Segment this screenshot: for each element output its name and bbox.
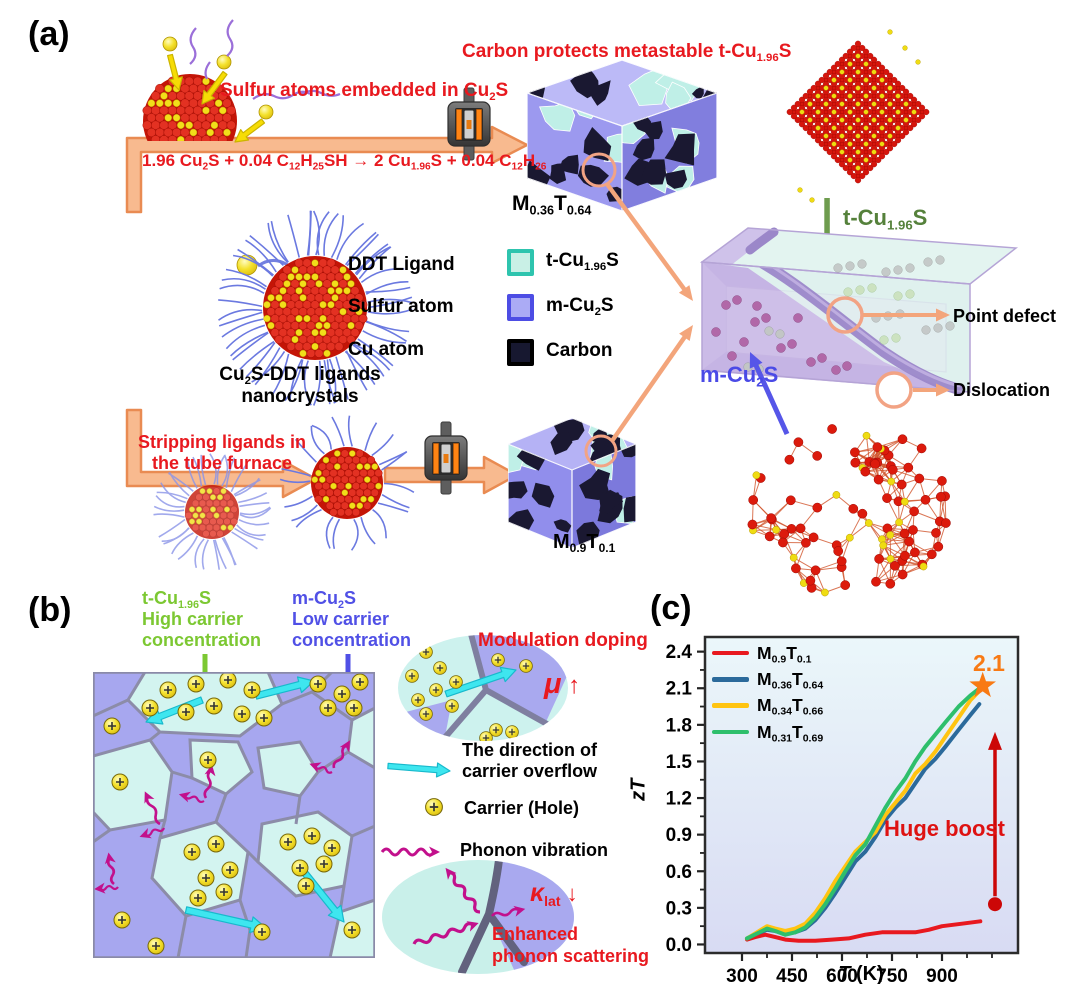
tube-furnace-icon (447, 87, 491, 161)
tcu-pointer-label: t-Cu1.96S (843, 205, 928, 233)
modulation-doping-label: Modulation doping (478, 630, 648, 651)
x-axis-symbol: T (838, 963, 851, 985)
zoom-circle-cube2 (584, 434, 618, 468)
mcu-amorphous-structure (747, 424, 951, 597)
svg-text:300: 300 (726, 966, 758, 987)
chart-legend-row: M0.36T0.64 (712, 666, 823, 692)
chart-legend-row: M0.9T0.1 (712, 640, 823, 666)
mu-up-arrow: ↑ (568, 672, 581, 699)
carrier-overflow-label: The direction of carrier overflow (462, 740, 598, 781)
svg-text:0.3: 0.3 (666, 898, 692, 919)
ddt-ligand-squiggle (252, 90, 311, 100)
mu-annotation: μ ↑ (544, 667, 580, 701)
series-label: M0.9T0.1 (757, 642, 812, 666)
panel-a-label: (a) (28, 15, 70, 53)
partially-stripped-nanocrystal (153, 453, 272, 570)
tcu-crystal-lattice (786, 29, 930, 203)
legend-line-swatch (712, 729, 749, 735)
chart-legend-row: M0.31T0.69 (712, 719, 823, 745)
svg-text:0.6: 0.6 (666, 862, 692, 883)
ddt-ligand-squiggle (204, 61, 211, 80)
huge-boost-label: Huge boost (884, 816, 1005, 841)
svg-text:450: 450 (776, 966, 808, 987)
dislocation-circle (875, 371, 913, 409)
svg-text:750: 750 (876, 966, 908, 987)
svg-text:2.4: 2.4 (666, 642, 693, 663)
svg-text:2.1: 2.1 (666, 679, 693, 700)
carbon-annotation: Carbon protects metastable t-Cu1.96S (462, 41, 792, 64)
y-axis-symbol: zT (627, 778, 650, 801)
process-arrow-top (125, 125, 529, 214)
tube-furnace-icon (424, 421, 468, 495)
enhanced-scattering-label: Enhanced phonon scattering (492, 924, 649, 966)
legend-carbon-label: Carbon (546, 340, 613, 361)
dislocation-label: Dislocation (953, 380, 1051, 400)
legend-sulfur-label: Sulfur atom (348, 296, 454, 317)
svg-text:1.2: 1.2 (666, 789, 692, 810)
legend-cu-label: Cu atom (348, 339, 424, 360)
svg-text:600: 600 (826, 966, 858, 987)
peak-value-label: 2.1 (973, 650, 1005, 676)
cu2s-ddt-nanocrystal (218, 210, 413, 406)
zt-chart: 300 450 600 750 900 0.0 0.3 0.6 0.9 1.2 1.5 1.8 2.1 2… (666, 635, 1020, 987)
panel-b-label: (b) (28, 591, 72, 629)
reaction-equation: 1.96 Cu2S + 0.04 C12H25SH → 2 Cu1.96S + … (142, 151, 547, 173)
point-defect-circle (826, 296, 864, 334)
chart-legend-row: M0.34T0.66 (712, 693, 823, 719)
phonon-vibration-label: Phonon vibration (460, 840, 608, 860)
mcu-low-carrier-note: m-Cu2S Low carrier concentration (292, 588, 412, 650)
cube2-label: M0.9T0.1 (553, 531, 616, 556)
ddt-ligand-squiggle (226, 19, 234, 57)
stripped-nanocrystal (279, 415, 415, 551)
phase-swatch-1 (507, 294, 534, 321)
y-axis-title: zT (627, 779, 651, 801)
series-label: M0.36T0.64 (757, 668, 824, 692)
panel-c-label: (c) (650, 589, 692, 627)
svg-text:0.0: 0.0 (666, 935, 692, 956)
svg-text:900: 900 (926, 966, 958, 987)
point-defect-label: Point defect (953, 306, 1057, 326)
carrier-hole-label: Carrier (Hole) (464, 798, 580, 818)
grain-schematic (93, 672, 375, 958)
sulfur-annotation: Sulfur atoms embedded in Cu2S (220, 80, 509, 103)
svg-text:1.5: 1.5 (666, 752, 693, 773)
phase-swatch-0 (507, 249, 534, 276)
x-axis-unit: (K) (856, 963, 884, 985)
svg-text:1.8: 1.8 (666, 715, 692, 736)
kappa-annotation: κlat ↓ (530, 879, 578, 909)
mcu-pointer-label: m-Cu2S (700, 362, 779, 390)
legend-line-swatch (712, 703, 749, 708)
kappa-symbol: κ (530, 879, 545, 907)
zoom-circle-cube1 (581, 152, 617, 188)
legend-tcu-label: t-Cu1.96S (546, 250, 619, 273)
ddt-ligand-squiggle (299, 89, 341, 97)
tcu-high-carrier-note: t-Cu1.96S High carrier concentration (142, 588, 262, 650)
legend-line-swatch (712, 650, 749, 656)
cube1-label: M0.36T0.64 (512, 192, 592, 218)
kappa-down-arrow: ↓ (566, 881, 578, 906)
series-label: M0.31T0.69 (757, 721, 824, 745)
x-axis-title: T (K) (811, 963, 911, 987)
ddt-ligand-squiggle (189, 27, 197, 65)
series-label: M0.34T0.66 (757, 695, 824, 718)
phase-swatch-2 (507, 339, 534, 366)
mu-symbol: μ (544, 668, 562, 700)
peak-star-marker (969, 671, 996, 698)
legend-mcu-label: m-Cu2S (546, 295, 614, 318)
stripping-annotation: Stripping ligands in the tube furnace (138, 432, 306, 474)
nanocrystal-caption: Cu2S-DDT ligands nanocrystals (219, 364, 381, 408)
kappa-subscript: lat (544, 892, 561, 909)
legend-line-swatch (712, 677, 749, 682)
phonon-scattering-inset (382, 860, 574, 974)
legend-ddt-label: DDT Ligand (348, 254, 455, 275)
chart-legend: M0.9T0.1 M0.36T0.64 M0.34T0.66 M0.31T0.6… (712, 640, 823, 745)
svg-text:0.9: 0.9 (666, 825, 692, 846)
